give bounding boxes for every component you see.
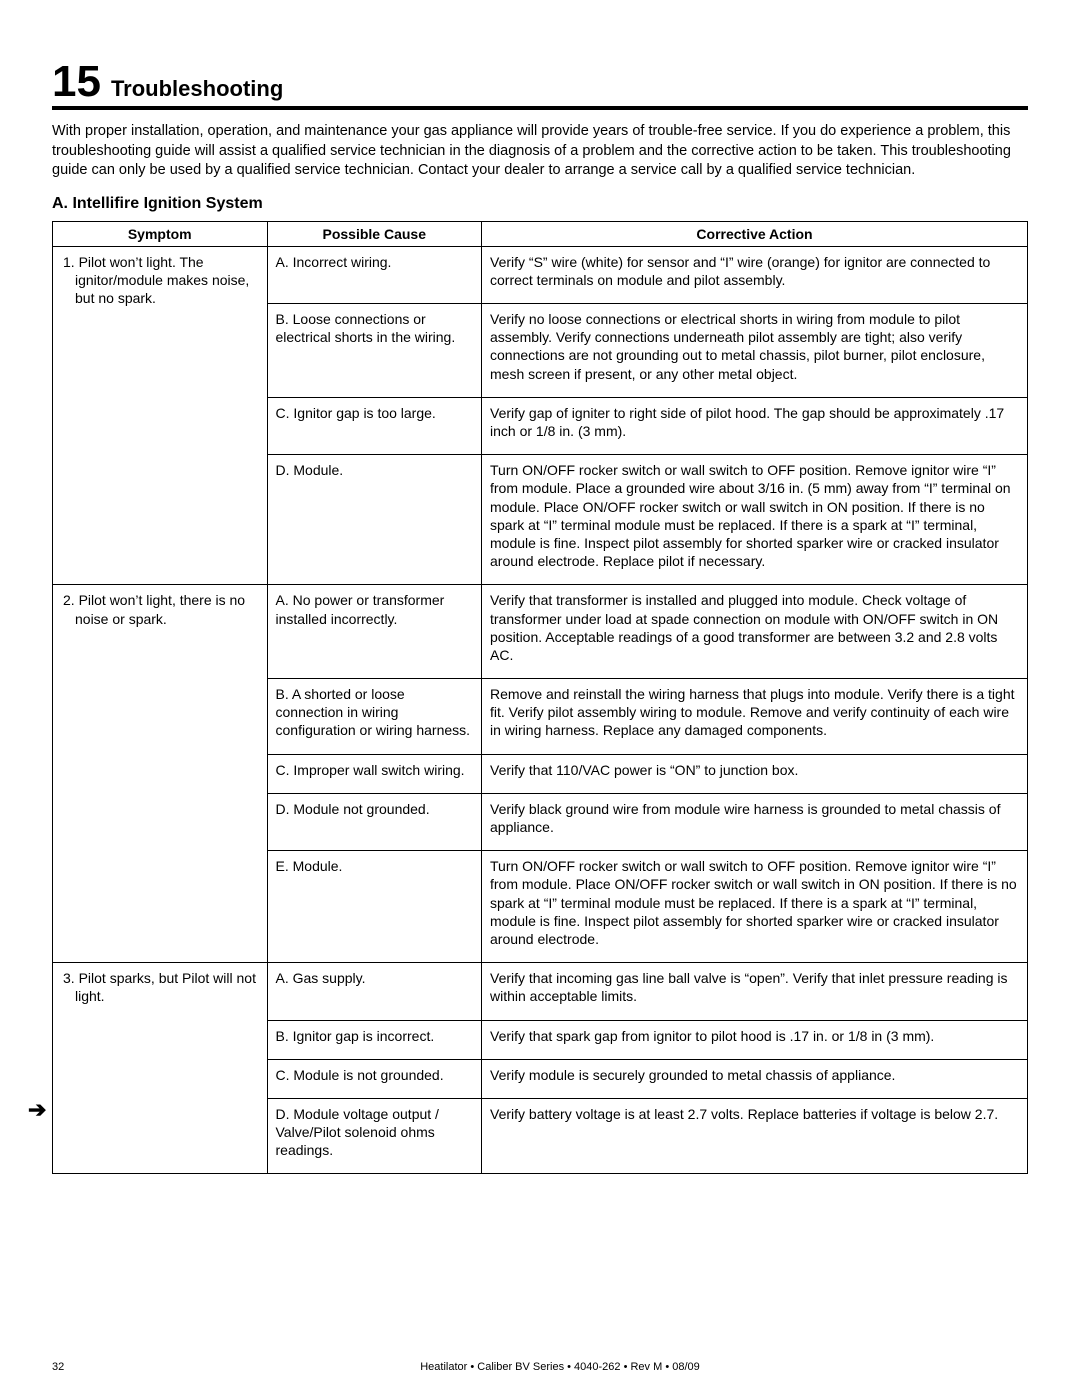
action-cell: Verify black ground wire from module wir… bbox=[482, 793, 1028, 850]
page-footer: 32 Heatilator • Caliber BV Series • 4040… bbox=[52, 1361, 1028, 1373]
intro-paragraph: With proper installation, operation, and… bbox=[52, 122, 1028, 181]
cause-cell: B. Ignitor gap is incorrect. bbox=[267, 1020, 482, 1059]
cause-cell: A. No power or transformer installed inc… bbox=[267, 585, 482, 679]
header-action: Corrective Action bbox=[482, 221, 1028, 246]
symptom-cell: 2. Pilot won’t light, there is no noise … bbox=[53, 585, 268, 963]
subsection-heading: A. Intellifire Ignition System bbox=[52, 195, 1028, 213]
action-cell: Verify that spark gap from ignitor to pi… bbox=[482, 1020, 1028, 1059]
symptom-cell: 3. Pilot sparks, but Pilot will not ligh… bbox=[53, 963, 268, 1174]
table-row: 3. Pilot sparks, but Pilot will not ligh… bbox=[53, 963, 1028, 1020]
header-symptom: Symptom bbox=[53, 221, 268, 246]
action-cell: Turn ON/OFF rocker switch or wall switch… bbox=[482, 455, 1028, 585]
table-row: 2. Pilot won’t light, there is no noise … bbox=[53, 585, 1028, 679]
cause-cell: A. Gas supply. bbox=[267, 963, 482, 1020]
cause-cell: A. Incorrect wiring. bbox=[267, 246, 482, 303]
cause-cell: C. Improper wall switch wiring. bbox=[267, 754, 482, 793]
page-number: 32 bbox=[52, 1361, 92, 1373]
cause-cell: C. Module is not grounded. bbox=[267, 1059, 482, 1098]
action-cell: Turn ON/OFF rocker switch or wall switch… bbox=[482, 851, 1028, 963]
troubleshooting-table: Symptom Possible Cause Corrective Action… bbox=[52, 221, 1028, 1175]
header-cause: Possible Cause bbox=[267, 221, 482, 246]
action-cell: Verify that incoming gas line ball valve… bbox=[482, 963, 1028, 1020]
cause-cell: E. Module. bbox=[267, 851, 482, 963]
cause-cell: B. A shorted or loose connection in wiri… bbox=[267, 679, 482, 755]
cause-cell: D. Module voltage output / Valve/Pilot s… bbox=[267, 1098, 482, 1174]
table-header-row: Symptom Possible Cause Corrective Action bbox=[53, 221, 1028, 246]
cause-cell: D. Module not grounded. bbox=[267, 793, 482, 850]
arrow-icon: ➔ bbox=[28, 1097, 46, 1123]
action-cell: Verify no loose connections or electrica… bbox=[482, 304, 1028, 398]
symptom-cell: 1. Pilot won’t light. The ignitor/module… bbox=[53, 246, 268, 585]
table-row: 1. Pilot won’t light. The ignitor/module… bbox=[53, 246, 1028, 303]
action-cell: Verify module is securely grounded to me… bbox=[482, 1059, 1028, 1098]
cause-cell: C. Ignitor gap is too large. bbox=[267, 397, 482, 454]
action-cell: Remove and reinstall the wiring harness … bbox=[482, 679, 1028, 755]
footer-center: Heatilator • Caliber BV Series • 4040-26… bbox=[92, 1361, 1028, 1373]
action-cell: Verify “S” wire (white) for sensor and “… bbox=[482, 246, 1028, 303]
action-cell: Verify that 110/VAC power is “ON” to jun… bbox=[482, 754, 1028, 793]
action-cell: Verify gap of igniter to right side of p… bbox=[482, 397, 1028, 454]
cause-cell: B. Loose connections or electrical short… bbox=[267, 304, 482, 398]
section-title: Troubleshooting bbox=[111, 76, 283, 102]
cause-cell: D. Module. bbox=[267, 455, 482, 585]
section-number: 15 bbox=[52, 60, 101, 104]
section-header: 15 Troubleshooting bbox=[52, 60, 1028, 110]
action-cell: Verify that transformer is installed and… bbox=[482, 585, 1028, 679]
action-cell: Verify battery voltage is at least 2.7 v… bbox=[482, 1098, 1028, 1174]
